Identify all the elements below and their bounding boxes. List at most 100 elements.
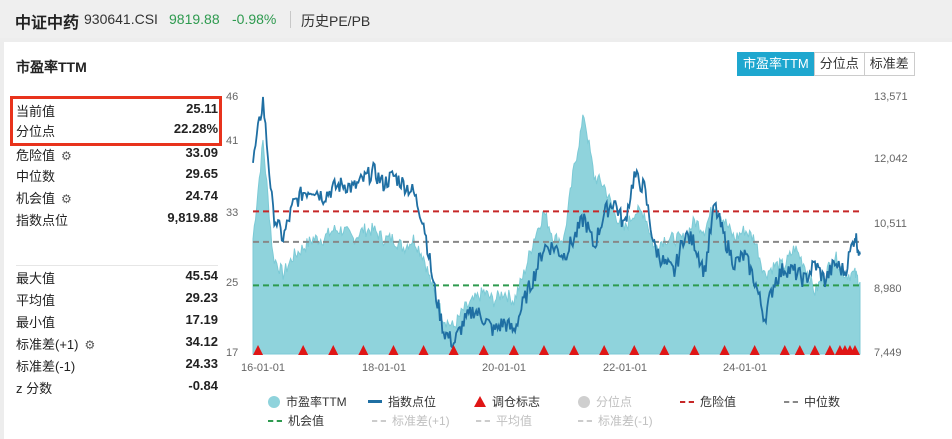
legend-triangle-icon (474, 396, 486, 407)
rebalance-marker (824, 345, 835, 355)
x-tick: 18-01-01 (362, 362, 407, 374)
stat-label: 标准差(-1) (16, 359, 76, 374)
rebalance-marker (448, 345, 459, 355)
stat-value: 25.11 (186, 101, 218, 116)
y-right-tick: 12,042 (874, 153, 908, 165)
index-code: 930641.CSI (84, 11, 158, 27)
y-left-tick: 46 (226, 91, 239, 103)
stat-max: 最大值 45.54 (16, 266, 218, 286)
valuation-panel: 市盈率TTM 市盈率TTM 分位点 标准差 当前值 25.11 分位点 22.2… (4, 42, 952, 439)
x-tick: 22-01-01 (603, 362, 648, 374)
stat-z-score: z 分数 -0.84 (16, 376, 218, 396)
y-right-tick: 10,511 (874, 218, 907, 230)
stats-divider (16, 265, 218, 266)
stat-value: 34.12 (185, 334, 218, 349)
legend-dash-icon (784, 401, 798, 403)
header-divider (290, 11, 291, 28)
stat-value: 29.23 (185, 290, 218, 305)
stat-percentile: 分位点 22.28% (16, 119, 218, 139)
stat-current-value: 当前值 25.11 (16, 99, 218, 119)
stat-label: 最小值 (16, 315, 56, 330)
legend-mean[interactable]: 平均值 (476, 413, 532, 429)
rebalance-marker (599, 345, 610, 355)
legend-rebalance[interactable]: 调仓标志 (474, 394, 540, 410)
legend-dot-icon (578, 396, 590, 408)
legend-percentile[interactable]: 分位点 (578, 394, 632, 410)
stat-label: 标准差(+1) ⚙ (16, 337, 96, 352)
x-tick: 20-01-01 (482, 362, 527, 374)
y-left-tick: 17 (226, 347, 239, 359)
rebalance-marker (298, 345, 309, 355)
x-tick: 16-01-01 (241, 362, 286, 374)
y-left-tick: 33 (226, 207, 239, 219)
y-left-tick: 25 (226, 277, 239, 289)
legend-line-icon (368, 400, 382, 403)
rebalance-marker (749, 345, 760, 355)
tab-pe-ttm[interactable]: 市盈率TTM (737, 52, 815, 76)
rebalance-marker (629, 345, 640, 355)
stat-label: 分位点 (16, 124, 56, 139)
legend-dash-icon (268, 420, 282, 422)
rebalance-marker (779, 345, 790, 355)
stat-opportunity-value: 机会值 ⚙ 24.74 (16, 186, 218, 206)
legend-dash-icon (476, 420, 490, 422)
gear-icon[interactable]: ⚙ (61, 149, 72, 163)
index-level-line (252, 96, 861, 350)
legend-opportunity[interactable]: 机会值 (268, 413, 324, 429)
stat-min: 最小值 17.19 (16, 310, 218, 330)
stat-label: 指数点位 (16, 213, 69, 228)
stat-index-level: 指数点位 9,819.88 (16, 208, 218, 228)
gear-icon[interactable]: ⚙ (61, 192, 72, 206)
stat-value: 29.65 (185, 166, 218, 181)
rebalance-marker (569, 345, 580, 355)
index-name: 中证中药 (15, 15, 80, 32)
stat-value: -0.84 (188, 378, 218, 393)
rebalance-marker (328, 345, 339, 355)
legend-median[interactable]: 中位数 (784, 394, 840, 410)
stat-label: 当前值 (16, 104, 56, 119)
tab-percentile[interactable]: 分位点 (813, 52, 865, 76)
y-right-tick: 7,449 (874, 347, 902, 359)
rebalance-marker (849, 345, 860, 355)
rebalance-marker (388, 345, 399, 355)
stat-mean: 平均值 29.23 (16, 288, 218, 308)
rebalance-marker (418, 345, 429, 355)
y-right-tick: 13,571 (874, 91, 908, 103)
history-pe-pb-link[interactable]: 历史PE/PB (301, 13, 371, 29)
legend-std-minus[interactable]: 标准差(-1) (578, 413, 653, 429)
header-bar: 中证中药 930641.CSI 9819.88 -0.98% 历史PE/PB (0, 0, 952, 38)
stat-label: 中位数 (16, 169, 56, 184)
legend-dash-icon (578, 420, 592, 422)
stat-danger-value: 危险值 ⚙ 33.09 (16, 143, 218, 163)
panel-title: 市盈率TTM (16, 59, 87, 75)
legend-std-plus[interactable]: 标准差(+1) (372, 413, 450, 429)
stat-value: 24.33 (185, 356, 218, 371)
index-change: -0.98% (232, 11, 277, 27)
rebalance-marker (689, 345, 700, 355)
pe-ttm-area (252, 114, 861, 355)
rebalance-marker (659, 345, 670, 355)
index-price: 9819.88 (169, 11, 220, 27)
legend-dash-icon (372, 420, 386, 422)
rebalance-marker (794, 345, 805, 355)
y-left-tick: 41 (226, 135, 239, 147)
tab-std-dev[interactable]: 标准差 (863, 52, 915, 76)
legend-pe-ttm[interactable]: 市盈率TTM (268, 394, 347, 410)
rebalance-marker (719, 345, 730, 355)
legend-index-level[interactable]: 指数点位 (368, 394, 436, 410)
stat-value: 9,819.88 (167, 210, 218, 225)
legend-danger[interactable]: 危险值 (680, 394, 736, 410)
stat-label: 平均值 (16, 293, 56, 308)
stat-label: 危险值 ⚙ (16, 148, 72, 163)
gear-icon[interactable]: ⚙ (84, 338, 96, 352)
x-tick: 24-01-01 (723, 362, 768, 374)
stat-value: 17.19 (185, 312, 218, 327)
rebalance-marker (253, 345, 264, 355)
stat-std-plus: 标准差(+1) ⚙ 34.12 (16, 332, 218, 352)
rebalance-marker (538, 345, 549, 355)
stat-label: 最大值 (16, 271, 56, 286)
stat-median: 中位数 29.65 (16, 164, 218, 184)
rebalance-marker (508, 345, 519, 355)
metric-tabs: 市盈率TTM 分位点 标准差 (737, 52, 915, 76)
